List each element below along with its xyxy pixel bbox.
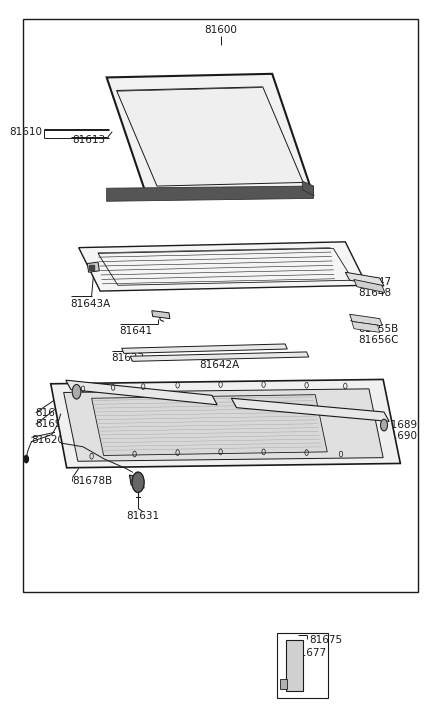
Text: 81610: 81610 xyxy=(9,126,42,137)
Polygon shape xyxy=(231,398,389,422)
Polygon shape xyxy=(152,310,170,318)
Polygon shape xyxy=(90,265,94,270)
Text: 81677: 81677 xyxy=(294,648,327,658)
Polygon shape xyxy=(66,380,217,405)
Text: 81620A: 81620A xyxy=(31,435,72,444)
Text: 81666: 81666 xyxy=(96,272,129,281)
Text: 81641: 81641 xyxy=(120,326,153,336)
Polygon shape xyxy=(117,87,303,186)
Polygon shape xyxy=(79,242,367,291)
Polygon shape xyxy=(129,475,144,488)
Bar xyxy=(23,20,418,592)
Polygon shape xyxy=(130,352,309,361)
Text: 81643A: 81643A xyxy=(70,299,111,309)
Text: 81675: 81675 xyxy=(309,635,342,645)
Polygon shape xyxy=(350,314,382,326)
Polygon shape xyxy=(51,379,400,467)
Circle shape xyxy=(24,456,28,462)
Polygon shape xyxy=(302,181,313,196)
Text: 81655B: 81655B xyxy=(358,324,399,334)
Text: 81642A: 81642A xyxy=(199,360,239,370)
Polygon shape xyxy=(121,344,287,353)
Text: 81689: 81689 xyxy=(384,420,417,430)
Text: 81600: 81600 xyxy=(204,25,237,36)
Text: 81696A: 81696A xyxy=(36,408,76,418)
Text: 81690: 81690 xyxy=(384,431,417,441)
Text: 81621B: 81621B xyxy=(246,259,287,268)
Circle shape xyxy=(132,472,144,492)
Polygon shape xyxy=(352,321,380,332)
Text: 81631: 81631 xyxy=(127,510,160,521)
Polygon shape xyxy=(280,678,287,689)
Polygon shape xyxy=(92,395,327,456)
Polygon shape xyxy=(107,186,313,201)
Text: 81613: 81613 xyxy=(72,135,105,145)
Polygon shape xyxy=(87,262,99,272)
Text: 81623: 81623 xyxy=(111,353,144,363)
Polygon shape xyxy=(64,389,383,461)
Polygon shape xyxy=(345,272,384,286)
Polygon shape xyxy=(354,279,385,292)
Text: 81678B: 81678B xyxy=(72,476,112,486)
Bar xyxy=(277,633,328,698)
Text: 81697A: 81697A xyxy=(36,419,76,430)
Circle shape xyxy=(381,419,388,431)
Circle shape xyxy=(72,385,81,399)
Polygon shape xyxy=(107,74,313,198)
Text: 81647: 81647 xyxy=(358,277,392,286)
Text: 81648: 81648 xyxy=(358,288,392,298)
Polygon shape xyxy=(286,640,303,691)
Text: 81656C: 81656C xyxy=(358,335,399,345)
